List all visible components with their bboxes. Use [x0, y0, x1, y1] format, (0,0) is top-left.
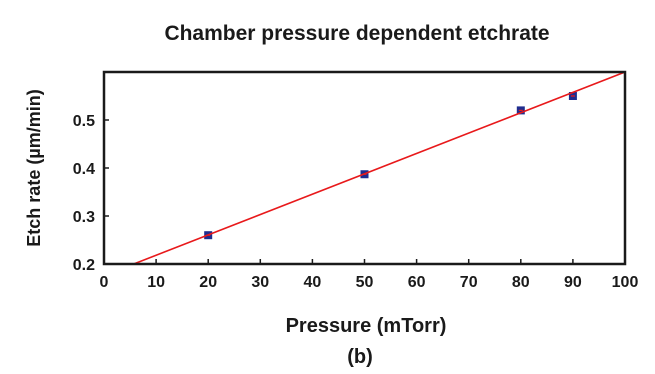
x-tick-label: 0: [100, 274, 109, 291]
fit-line: [133, 72, 625, 264]
x-axis-label: Pressure (mTorr): [286, 315, 447, 337]
y-tick-label: 0.4: [73, 161, 95, 178]
y-axis-label: Etch rate (µm/min): [24, 89, 44, 246]
x-tick-label: 70: [460, 274, 478, 291]
x-tick-label: 60: [408, 274, 426, 291]
x-tick-label: 30: [251, 274, 269, 291]
x-tick-label: 50: [356, 274, 374, 291]
x-tick-label: 20: [199, 274, 217, 291]
plot-marks: [133, 72, 625, 264]
y-axis-label-group: Etch rate (µm/min): [24, 89, 44, 246]
panel-label: (b): [347, 346, 373, 368]
x-tick-label: 90: [564, 274, 582, 291]
chart-title: Chamber pressure dependent etchrate: [164, 22, 549, 45]
x-tick-label: 100: [612, 274, 639, 291]
plot-frame: [102, 70, 627, 266]
x-tick-label: 40: [304, 274, 322, 291]
x-tick-label: 10: [147, 274, 165, 291]
x-tick-label: 80: [512, 274, 530, 291]
y-tick-label: 0.3: [73, 209, 95, 226]
y-tick-label: 0.2: [73, 257, 95, 274]
y-tick-label: 0.5: [73, 113, 95, 130]
